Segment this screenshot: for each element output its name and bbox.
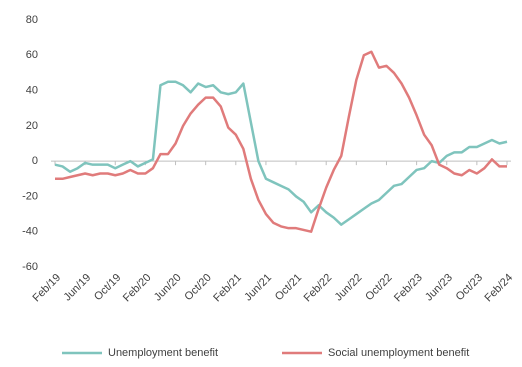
series-line (55, 50, 507, 233)
x-tick-label: Feb/19 (30, 272, 63, 305)
x-tick-label: Oct/23 (454, 272, 485, 303)
y-tick-label: -60 (22, 261, 38, 273)
y-tick-label: 60 (26, 49, 38, 61)
legend-label: Unemployment benefit (108, 347, 218, 359)
x-tick-label: Feb/23 (392, 272, 425, 305)
x-tick-label: Feb/21 (211, 272, 244, 305)
y-tick-label: 80 (26, 14, 38, 26)
y-tick-label: -40 (22, 226, 38, 238)
y-tick-label: -20 (22, 190, 38, 202)
x-tick-label: Feb/20 (121, 272, 154, 305)
x-tick-label: Feb/24 (482, 272, 515, 305)
x-tick-label: Oct/22 (363, 272, 394, 303)
series-line (54, 80, 508, 226)
y-tick-label: 20 (26, 120, 38, 132)
y-tick-label: 0 (32, 155, 38, 167)
x-tick-label: Feb/22 (302, 272, 335, 305)
x-tick-label: Jun/20 (152, 272, 184, 304)
y-tick-label: 40 (26, 84, 38, 96)
x-tick-label: Jun/23 (423, 272, 455, 304)
x-tick-label: Oct/20 (182, 272, 213, 303)
x-tick-label: Jun/19 (61, 272, 93, 304)
x-tick-label: Jun/22 (333, 272, 365, 304)
legend-label: Social unemployment benefit (328, 347, 469, 359)
x-tick-label: Jun/21 (242, 272, 274, 304)
x-tick-label: Oct/19 (92, 272, 123, 303)
x-tick-label: Oct/21 (273, 272, 304, 303)
